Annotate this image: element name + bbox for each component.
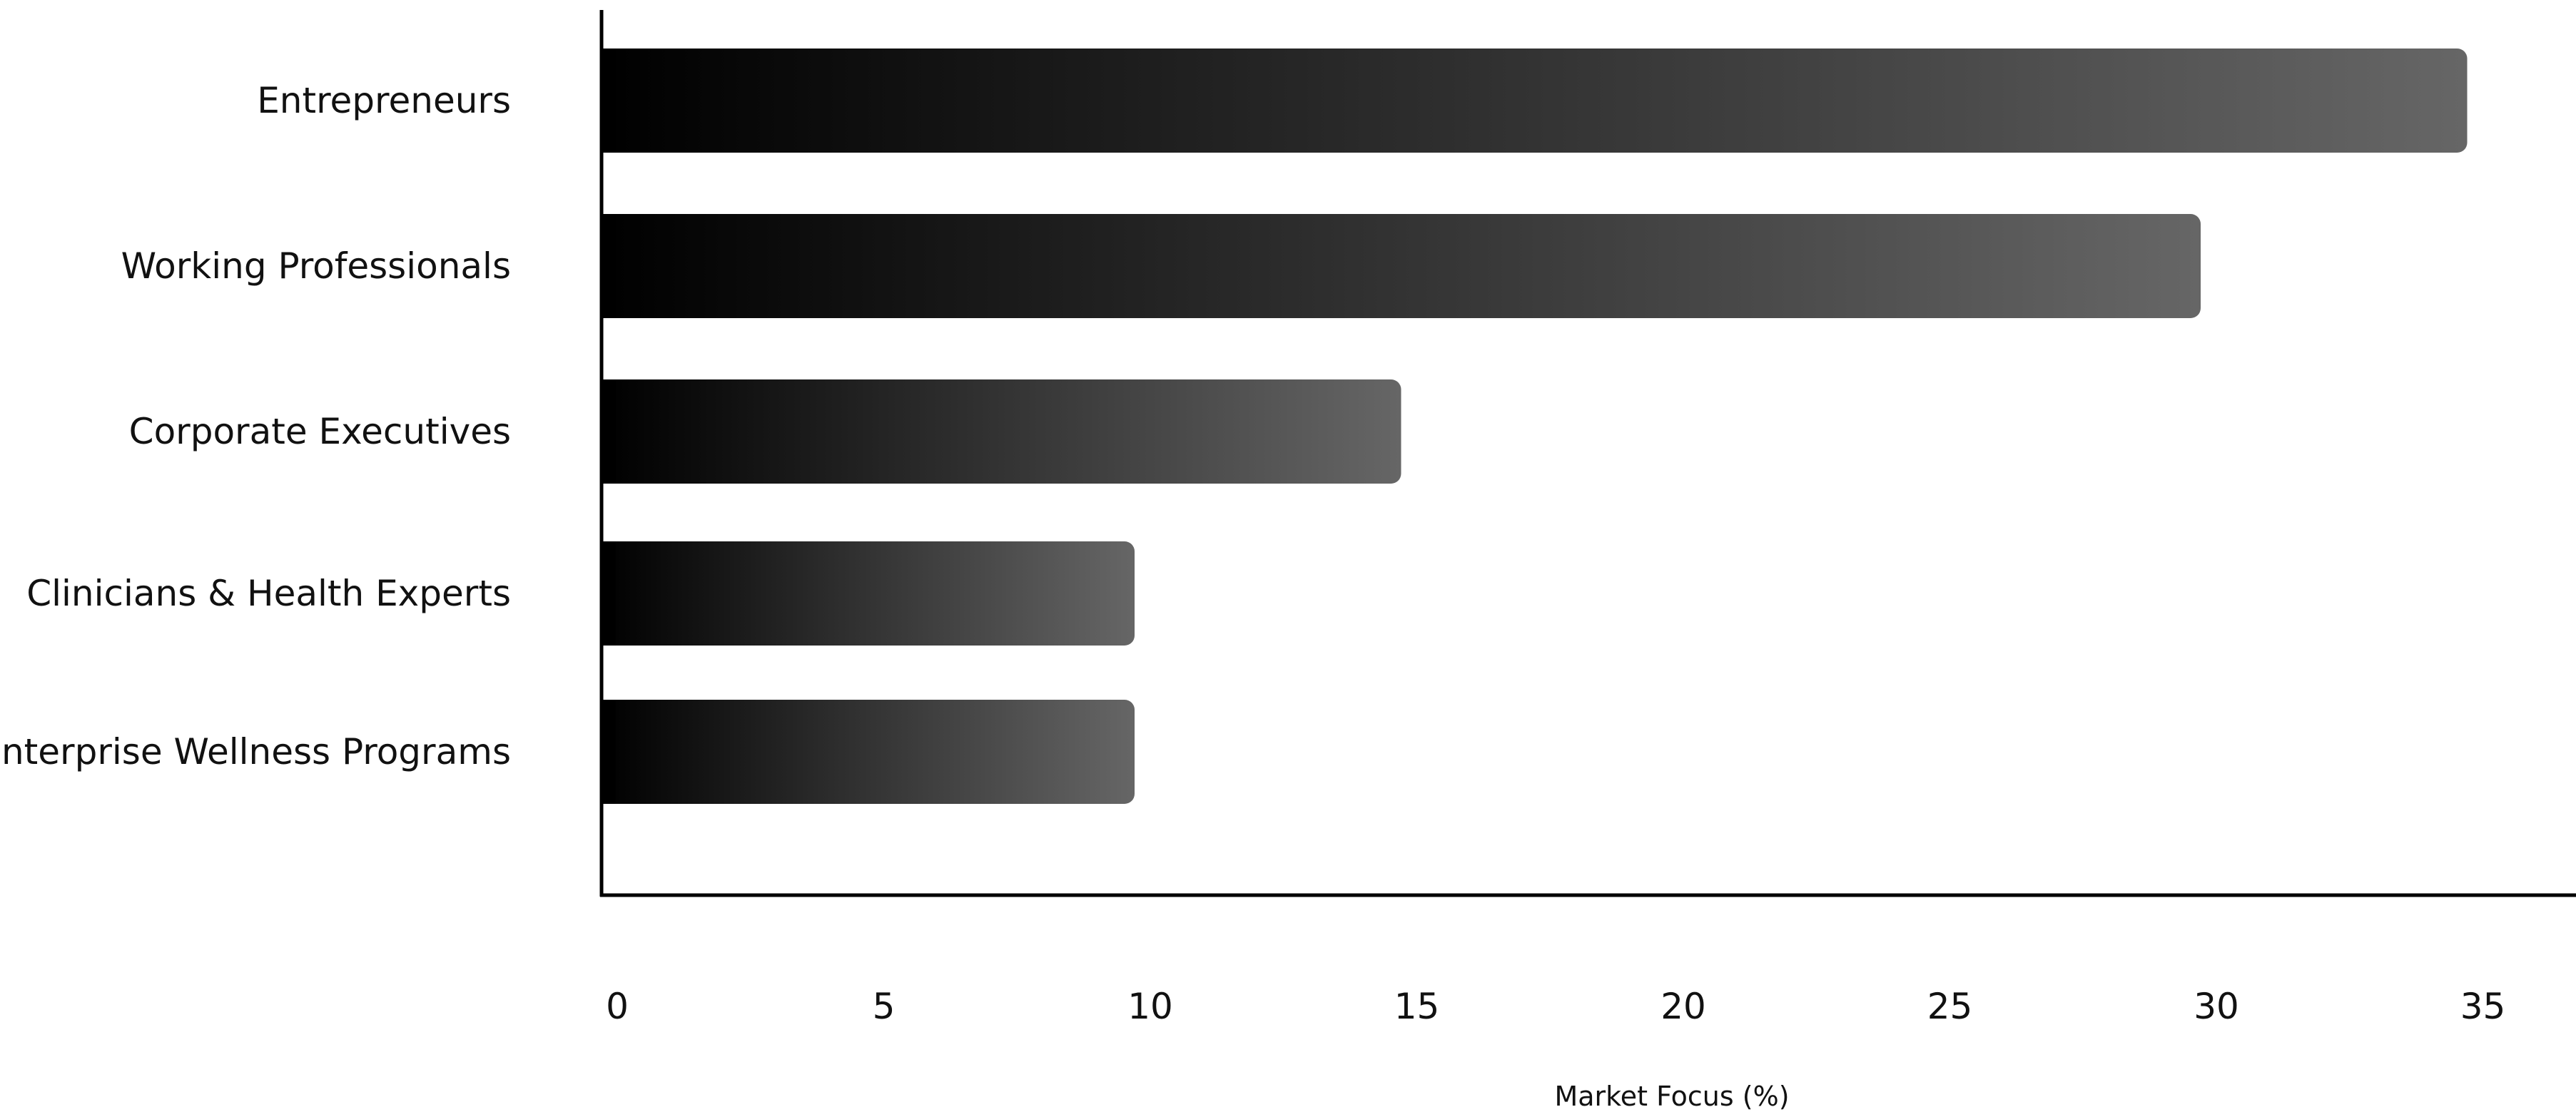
category-label: Clinicians & Health Experts [26,573,511,614]
bar-2-base [602,214,616,318]
x-tick-label: 0 [606,986,629,1027]
bar-5-base [602,700,616,804]
x-tick-label: 30 [2194,986,2239,1027]
x-axis-title: Market Focus (%) [1554,1081,1789,1112]
category-labels: Entrepreneurs Working Professionals Corpor… [0,80,511,772]
bar-3-base [602,379,616,484]
bar-5 [602,700,1135,804]
x-tick-label: 25 [1927,986,1973,1027]
bar-4-base [602,541,616,646]
bars-group [602,49,2468,804]
bar-3 [602,379,1401,484]
category-label: Enterprise Wellness Programs [0,731,511,772]
x-tick-label: 20 [1660,986,1706,1027]
category-label: Corporate Executives [129,411,511,452]
x-tick-label: 35 [2460,986,2506,1027]
bar-1 [602,49,2468,153]
bar-1-base [602,49,616,153]
category-label: Working Professionals [121,245,511,287]
bar-4 [602,541,1135,646]
x-tick-labels: 0 5 10 15 20 25 30 35 [606,986,2505,1027]
x-tick-label: 15 [1394,986,1440,1027]
bar-2 [602,214,2201,318]
x-tick-label: 5 [873,986,896,1027]
category-label: Entrepreneurs [257,80,511,121]
x-tick-label: 10 [1127,986,1173,1027]
